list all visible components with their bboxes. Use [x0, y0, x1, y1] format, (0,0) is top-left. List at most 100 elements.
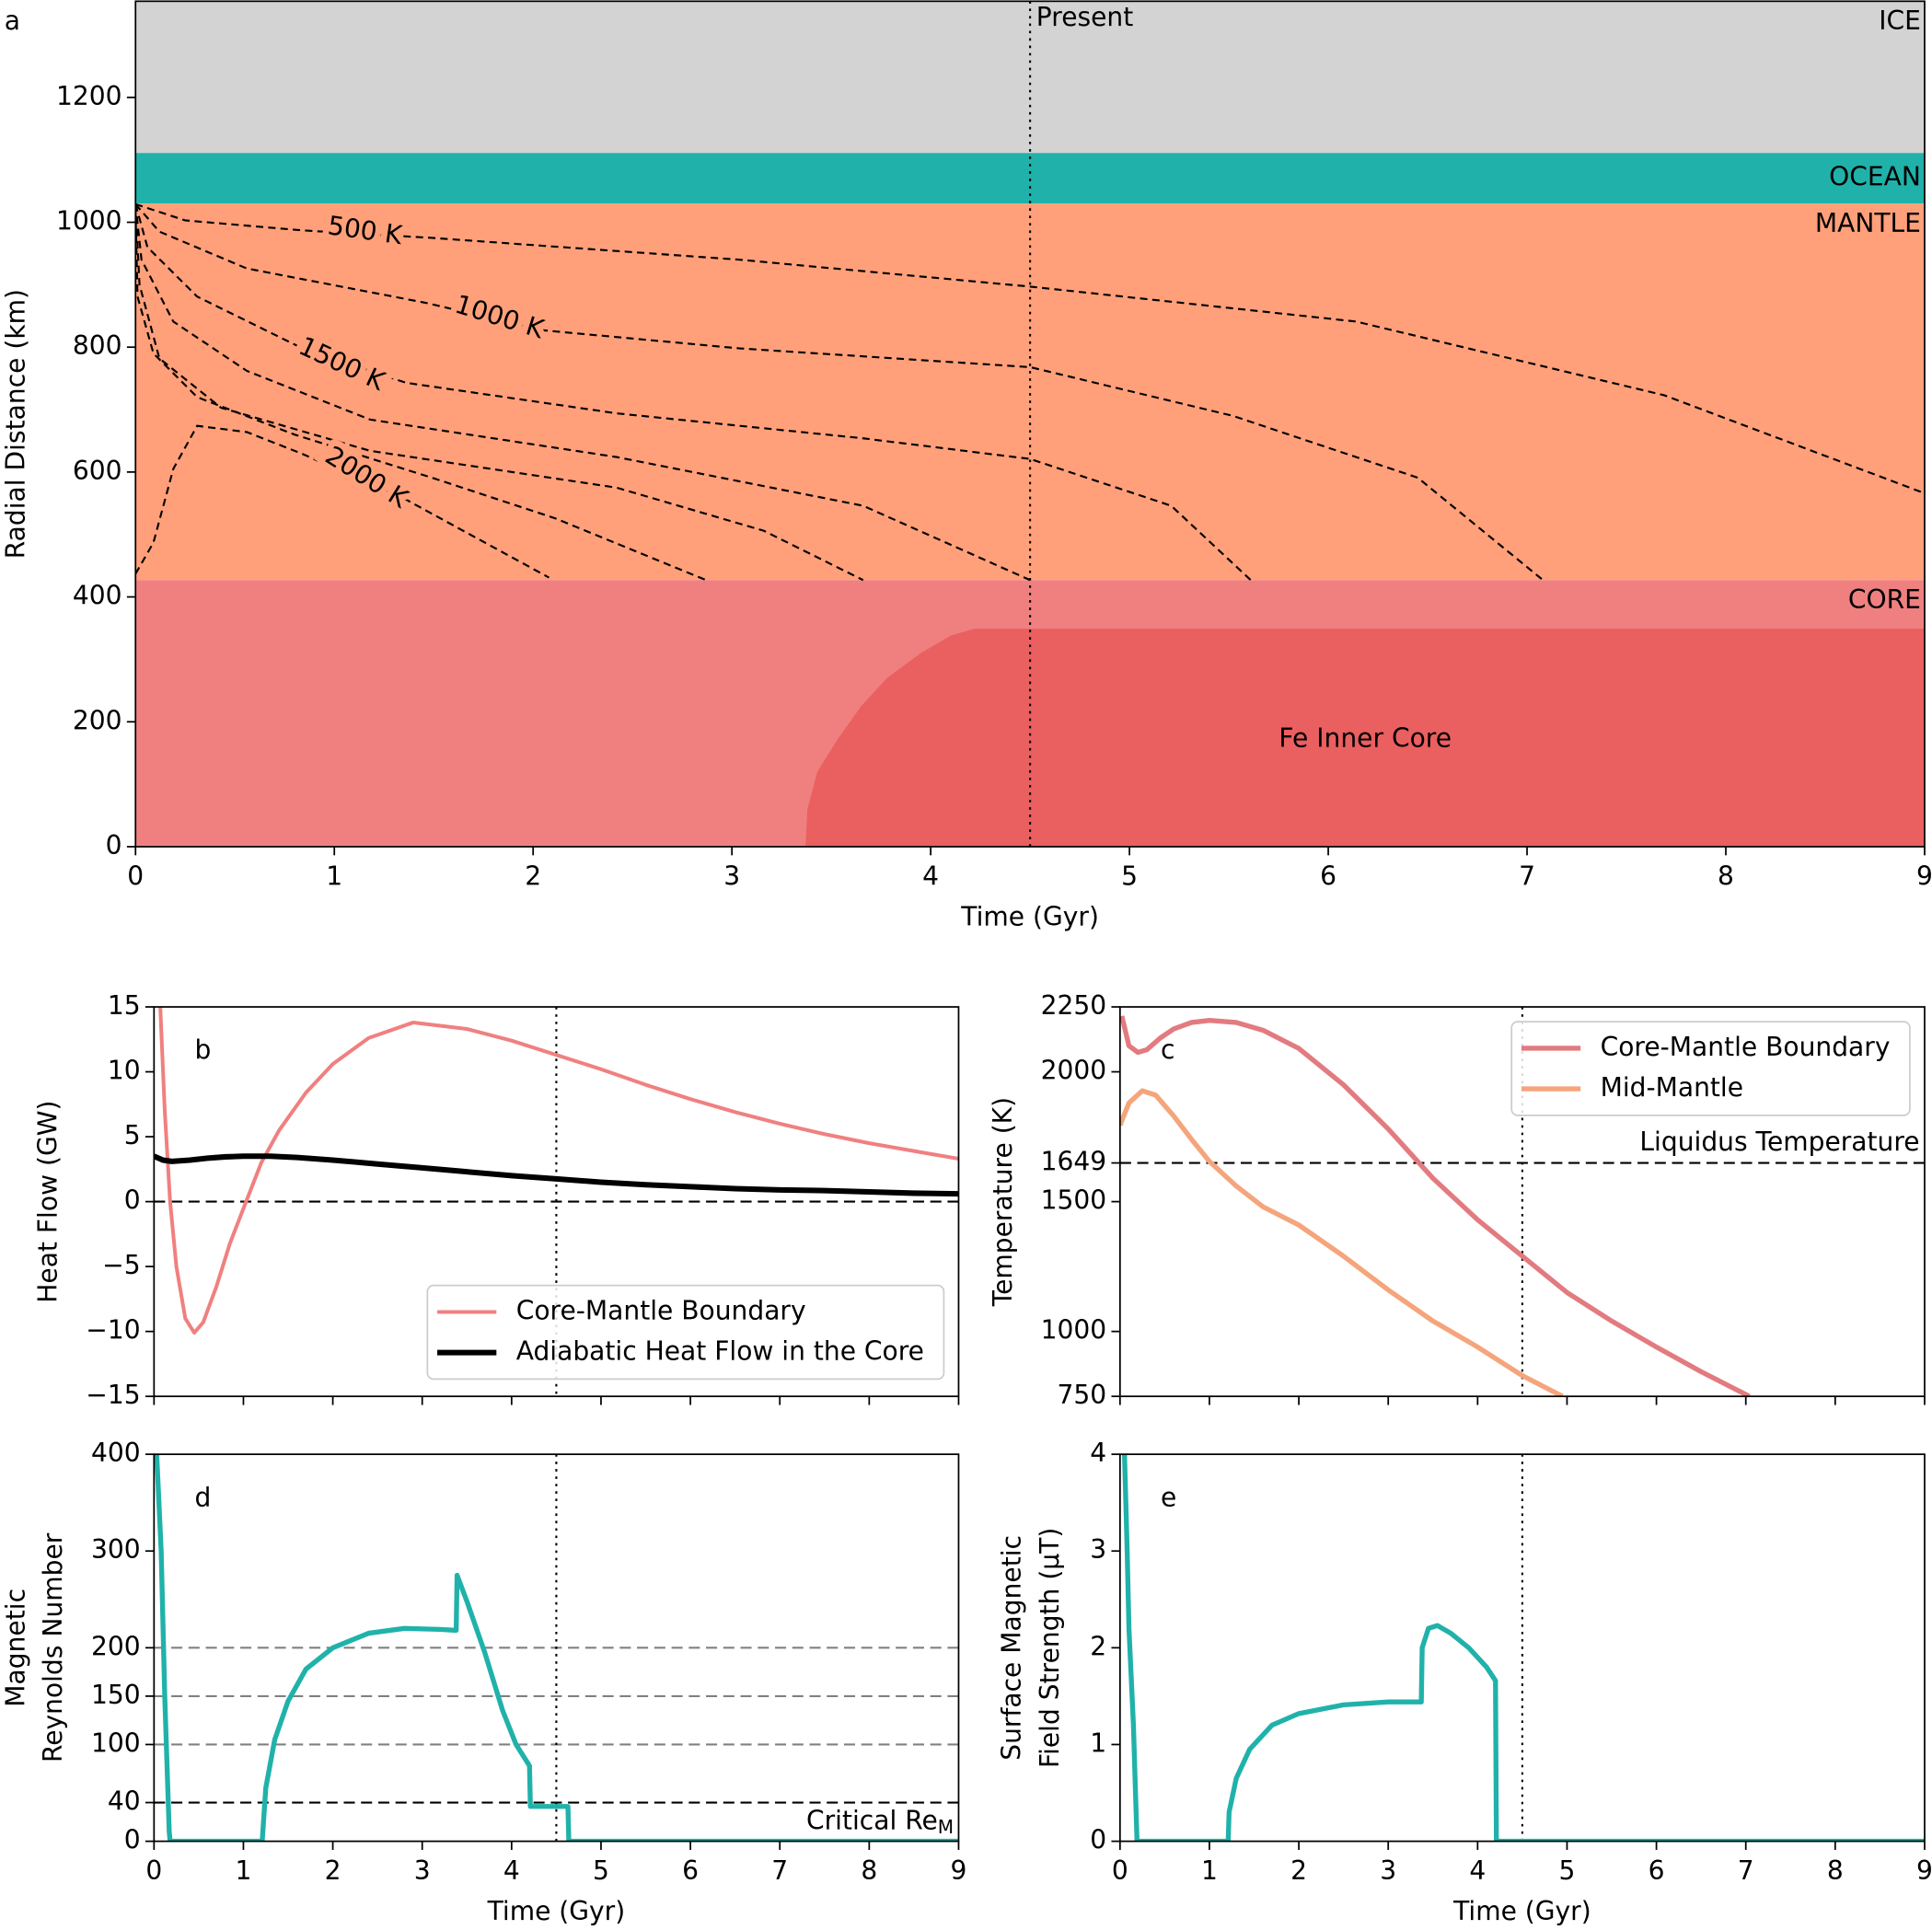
x-tick-label: 4 — [1469, 1855, 1486, 1886]
panel: 0 1 2 3 4 5 6 7 8 9 0 1 2 3 4 Time (Gyr) Surface Magneti… — [996, 1438, 1932, 1926]
isotherm — [135, 203, 1544, 582]
x-tick-label: 5 — [593, 1855, 609, 1886]
panel-letter: c — [1161, 1034, 1174, 1065]
y-tick-label: 2 — [1090, 1631, 1106, 1661]
y-tick-label: 750 — [1057, 1380, 1106, 1410]
y-tick-label: 100 — [91, 1728, 141, 1758]
x-tick-label: 5 — [1559, 1855, 1576, 1886]
plot-area — [1122, 1454, 1925, 1842]
y-tick-label: 2000 — [1041, 1056, 1107, 1086]
y-tick-label: 5 — [124, 1120, 141, 1150]
legend-label: Adiabatic Heat Flow in the Core — [516, 1336, 924, 1367]
y-tick-label: 800 — [73, 330, 122, 361]
x-tick-label: 8 — [1827, 1855, 1844, 1886]
x-tick-label: 3 — [414, 1855, 431, 1886]
x-axis-label: Time (Gyr) — [1452, 1896, 1591, 1926]
isotherm — [135, 202, 1925, 494]
y-tick-label: 600 — [73, 456, 122, 486]
x-tick-label: 6 — [1320, 861, 1336, 891]
y-tick-label: −15 — [86, 1380, 140, 1410]
y-tick-label: 0 — [106, 830, 122, 861]
series-line — [1119, 1015, 1751, 1397]
y-axis-label: Field Strength (μT) — [1035, 1528, 1065, 1768]
y-axis-label: Temperature (K) — [988, 1097, 1018, 1307]
panel-letter: b — [195, 1034, 212, 1065]
y-tick-label: 150 — [91, 1680, 141, 1710]
y-tick-label: 0 — [124, 1825, 141, 1855]
x-tick-label: 9 — [1916, 1855, 1932, 1886]
y-tick-label: 40 — [108, 1786, 141, 1817]
isotherm — [135, 424, 550, 579]
y-tick-label: 15 — [108, 990, 141, 1021]
x-axis-label: Time (Gyr) — [487, 1896, 626, 1926]
plot-area — [154, 1007, 959, 1397]
layer — [135, 203, 1925, 581]
panel: −15 −10 −5 0 5 10 15 Heat Flow (GW) b Core-Mantle… — [33, 990, 960, 1410]
x-tick-label: 3 — [723, 861, 740, 891]
y-tick-label: 200 — [73, 705, 122, 735]
x-tick-label: 0 — [1112, 1855, 1128, 1886]
x-tick-label: 7 — [771, 1855, 788, 1886]
y-tick-label: −10 — [86, 1315, 140, 1346]
x-tick-label: 0 — [127, 861, 144, 891]
legend-label: Mid-Mantle — [1601, 1072, 1743, 1103]
x-tick-label: 3 — [1380, 1855, 1396, 1886]
reference-label: Liquidus Temperature — [1639, 1127, 1919, 1157]
y-axis-label: Surface Magnetic — [996, 1535, 1026, 1761]
panel: Liquidus Temperature 750 1000 1500 1649 2000 2… — [988, 990, 1926, 1410]
x-tick-label: 5 — [1121, 861, 1138, 891]
x-tick-label: 6 — [1649, 1855, 1665, 1886]
y-tick-label: 400 — [91, 1438, 141, 1468]
x-tick-label: 0 — [145, 1855, 162, 1886]
legend: Core-Mantle Boundary Adiabatic Heat Flow … — [426, 1284, 945, 1381]
y-tick-label: 1649 — [1041, 1147, 1107, 1177]
series-line — [1119, 1088, 1564, 1397]
axes-frame — [1118, 1006, 1926, 1398]
x-tick-label: 9 — [951, 1855, 967, 1886]
axes-frame — [1118, 1453, 1926, 1843]
reference-label-text: Critical Re — [806, 1806, 938, 1836]
y-tick-label: 4 — [1090, 1438, 1106, 1468]
panel-letter: a — [5, 6, 20, 36]
reference-label-sub: M — [938, 1816, 954, 1838]
y-tick-label: 0 — [124, 1185, 141, 1216]
y-tick-label: 2250 — [1041, 990, 1107, 1021]
layer-label: ICE — [1879, 6, 1921, 36]
x-tick-label: 7 — [1519, 861, 1535, 891]
y-tick-label: 0 — [1090, 1825, 1106, 1855]
legend-label: Core-Mantle Boundary — [1601, 1032, 1891, 1062]
y-tick-label: 1000 — [1041, 1315, 1107, 1346]
isotherm — [135, 210, 707, 582]
reference-label: Present — [1036, 2, 1133, 32]
series-line — [154, 1454, 959, 1842]
y-axis-label: Reynolds Number — [38, 1532, 68, 1762]
plot-area — [154, 1454, 959, 1842]
y-tick-label: 400 — [73, 581, 122, 611]
layer-label: CORE — [1848, 584, 1921, 615]
y-axis-label: Radial Distance (km) — [1, 289, 31, 559]
reference-label: Critical ReM — [806, 1806, 954, 1838]
x-tick-label: 8 — [861, 1855, 877, 1886]
panel-letter: e — [1161, 1482, 1176, 1512]
x-tick-label: 7 — [1738, 1855, 1754, 1886]
legend-box — [1510, 1021, 1911, 1116]
x-tick-label: 2 — [1290, 1855, 1307, 1886]
y-tick-label: 300 — [91, 1534, 141, 1565]
y-tick-label: 1200 — [56, 81, 122, 111]
panel-letter: d — [195, 1482, 212, 1512]
x-tick-label: 2 — [525, 861, 541, 891]
series-line — [158, 1007, 959, 1335]
series-line — [1122, 1454, 1925, 1842]
y-tick-label: 10 — [108, 1056, 141, 1086]
inner-core-label: Fe Inner Core — [1278, 722, 1452, 753]
isotherm — [135, 203, 1252, 582]
layer-label: MANTLE — [1815, 208, 1921, 238]
panel: Critical ReM 0 1 2 3 4 5 6 7 8 9 0 40 100 150 200 300 400… — [1, 1438, 967, 1926]
layer-label: OCEAN — [1829, 162, 1921, 192]
x-tick-label: 6 — [682, 1855, 699, 1886]
isotherm — [135, 203, 864, 582]
y-axis-label: Magnetic — [1, 1589, 31, 1707]
